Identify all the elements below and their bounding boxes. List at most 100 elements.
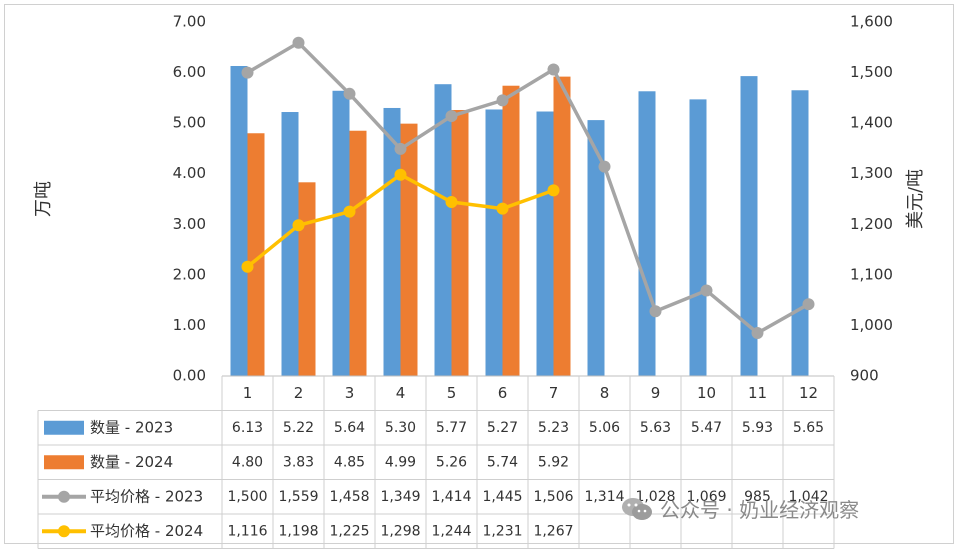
value-label-qty-2023-10: 5.47 [691,420,722,436]
value-label-price-2024-3: 1,225 [329,523,369,539]
value-label-price-2024-1: 1,116 [227,523,267,539]
value-label-qty-2024-2: 3.83 [283,454,314,470]
value-label-qty-2023-7: 5.23 [538,420,569,436]
marker-price-2023-7 [547,63,560,76]
legend-swatch-qty-2023 [44,420,84,435]
marker-price-2024-3 [343,205,356,218]
left-tick-label: 4.00 [173,164,206,182]
left-axis-title: 万吨 [33,181,54,217]
value-label-price-2023-1: 1,500 [227,489,267,505]
left-tick-label: 2.00 [173,265,206,283]
right-tick-label: 900 [850,367,879,385]
category-label-5: 5 [447,384,457,402]
value-label-qty-2024-7: 5.92 [538,454,569,470]
value-label-qty-2024-1: 4.80 [232,454,263,470]
marker-price-2023-5 [445,110,458,123]
value-label-price-2024-2: 1,198 [278,523,318,539]
right-tick-label: 1,000 [850,316,893,334]
marker-price-2023-6 [496,94,509,107]
bar-2024-4 [400,123,418,376]
bar-2023-3 [332,90,350,376]
value-label-qty-2023-11: 5.93 [742,420,773,436]
marker-price-2023-1 [241,66,254,79]
value-label-price-2024-7: 1,267 [533,523,573,539]
value-label-qty-2024-3: 4.85 [334,454,365,470]
right-tick-label: 1,600 [850,13,893,31]
value-label-price-2024-5: 1,244 [431,523,471,539]
legend-label-qty-2023: 数量 - 2023 [90,418,173,436]
category-label-3: 3 [345,384,355,402]
left-tick-label: 5.00 [173,114,206,132]
watermark-text: 公众号 · 奶业经济观察 [660,498,860,522]
marker-price-2024-5 [445,196,458,209]
right-tick-label: 1,400 [850,114,893,132]
value-label-qty-2024-4: 4.99 [385,454,416,470]
legend-label-price-2023: 平均价格 - 2023 [90,487,203,505]
bar-2024-3 [349,130,367,376]
value-label-price-2023-5: 1,414 [431,489,471,505]
value-label-qty-2024-5: 5.26 [436,454,467,470]
value-label-price-2023-10: 1,069 [686,489,726,505]
category-label-8: 8 [600,384,610,402]
bar-2023-8 [587,120,605,376]
value-label-price-2023-11: 985 [744,489,771,505]
value-label-price-2023-6: 1,445 [482,489,522,505]
value-label-price-2023-12: 1,042 [788,489,828,505]
wechat-icon [622,497,652,520]
watermark: 公众号 · 奶业经济观察 [620,494,859,523]
right-tick-label: 1,100 [850,265,893,283]
bar-2023-7 [536,111,554,377]
left-tick-label: 7.00 [173,13,206,31]
marker-price-2023-4 [394,142,407,155]
value-label-price-2023-3: 1,458 [329,489,369,505]
value-label-price-2024-6: 1,231 [482,523,522,539]
left-tick-label: 0.00 [173,367,206,385]
value-label-price-2023-9: 1,028 [635,489,675,505]
bar-2023-9 [638,91,656,376]
left-tick-label: 3.00 [173,215,206,233]
category-label-4: 4 [396,384,406,402]
value-label-price-2023-8: 1,314 [584,489,624,505]
marker-price-2024-1 [241,260,254,273]
bar-2023-2 [281,112,299,376]
bar-2024-1 [247,133,265,376]
value-label-price-2023-2: 1,559 [278,489,318,505]
legend-marker-price-2024 [58,525,70,538]
category-label-9: 9 [651,384,661,402]
marker-price-2024-2 [292,219,305,232]
legend-label-price-2024: 平均价格 - 2024 [90,522,203,540]
marker-price-2024-6 [496,202,509,215]
category-label-2: 2 [294,384,304,402]
bar-2023-12 [791,90,809,377]
marker-price-2023-8 [598,160,611,173]
category-label-1: 1 [243,384,253,402]
category-label-12: 12 [799,384,818,402]
marker-price-2023-3 [343,87,356,100]
value-label-price-2024-4: 1,298 [380,523,420,539]
category-label-7: 7 [549,384,559,402]
marker-price-2024-4 [394,168,407,181]
category-label-6: 6 [498,384,508,402]
marker-price-2024-7 [547,184,560,197]
value-label-price-2023-4: 1,349 [380,489,420,505]
bar-2023-5 [434,84,452,377]
value-label-qty-2023-12: 5.65 [793,420,824,436]
marker-price-2023-9 [649,305,662,318]
value-label-qty-2023-5: 5.77 [436,420,467,436]
value-label-qty-2023-2: 5.22 [283,420,314,436]
marker-price-2023-10 [700,284,713,297]
bar-2023-6 [485,109,503,376]
right-axis-title: 美元/吨 [905,169,926,229]
value-label-qty-2023-8: 5.06 [589,420,620,436]
legend-marker-price-2023 [58,490,70,503]
value-label-qty-2023-3: 5.64 [334,420,365,436]
bar-2024-5 [451,109,469,376]
bar-2023-1 [230,65,248,377]
bar-2024-7 [553,76,571,377]
value-label-qty-2023-9: 5.63 [640,420,671,436]
value-label-qty-2023-6: 5.27 [487,420,518,436]
category-label-11: 11 [748,384,767,402]
category-label-10: 10 [697,384,716,402]
value-label-qty-2023-4: 5.30 [385,420,416,436]
